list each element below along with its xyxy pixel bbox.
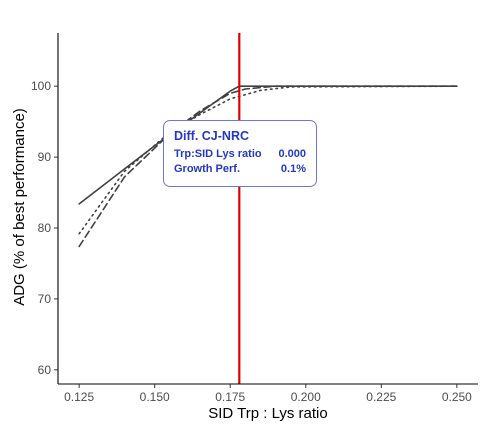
x-tick-label: 0.125 bbox=[64, 390, 94, 404]
tooltip-row-ratio: Trp:SID Lys ratio 0.000 bbox=[174, 147, 306, 162]
y-tick-label: 70 bbox=[38, 292, 52, 306]
x-tick-label: 0.225 bbox=[366, 390, 396, 404]
tooltip-title: Diff. CJ-NRC bbox=[174, 129, 249, 143]
y-axis-title: ADG (% of best performance) bbox=[11, 108, 28, 306]
tooltip-row-label: Trp:SID Lys ratio bbox=[174, 148, 262, 160]
axes: 0.125 0.150 0.175 0.200 0.225 0.250 60 70 80 90 10… bbox=[31, 33, 478, 404]
x-tick-label: 0.200 bbox=[291, 390, 321, 404]
series-line-dotted bbox=[78, 85, 458, 235]
y-tick-label: 100 bbox=[31, 79, 51, 93]
tooltip-row-value: 0.1% bbox=[280, 163, 306, 175]
x-tick-label: 0.150 bbox=[140, 390, 170, 404]
x-tick-label: 0.250 bbox=[442, 390, 472, 404]
y-tick-label: 60 bbox=[38, 363, 52, 377]
y-tick-label: 80 bbox=[38, 221, 52, 235]
series-line-dashed bbox=[78, 85, 458, 248]
y-tick-label: 90 bbox=[38, 150, 52, 164]
plot-area bbox=[78, 33, 458, 384]
tooltip-row-value: 0.000 bbox=[278, 148, 306, 160]
x-tick-label: 0.175 bbox=[215, 390, 245, 404]
x-axis-title: SID Trp : Lys ratio bbox=[208, 405, 327, 422]
tooltip-row-label: Growth Perf. bbox=[174, 163, 241, 175]
tooltip: Diff. CJ-NRC Trp:SID Lys ratio 0.000 Gro… bbox=[163, 120, 317, 187]
tooltip-row-growth: Growth Perf. 0.1% bbox=[174, 162, 306, 177]
